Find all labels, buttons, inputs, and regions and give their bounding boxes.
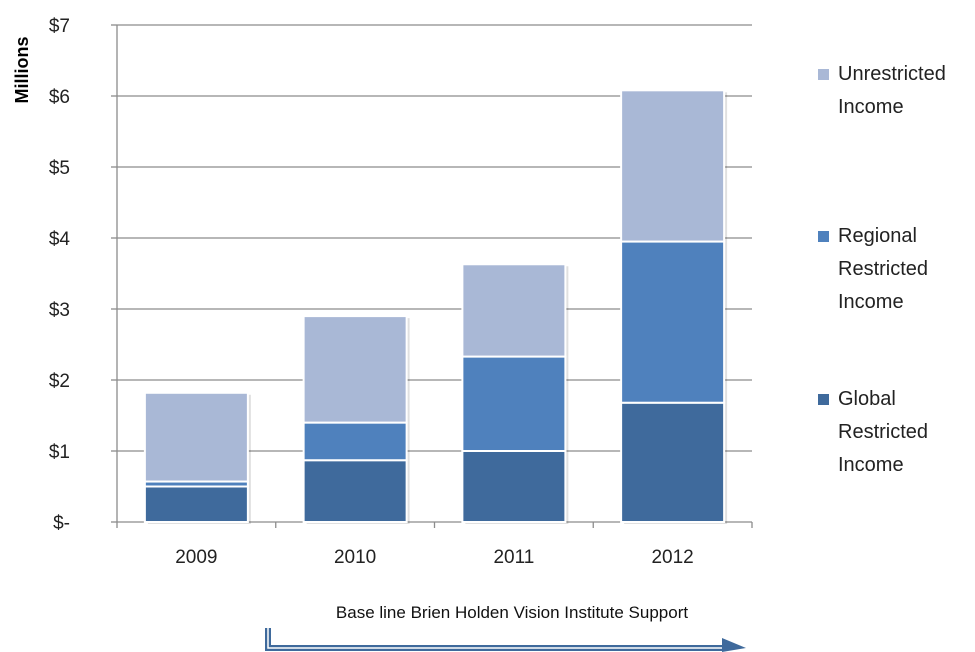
bars bbox=[143, 89, 728, 524]
bar-segment-2011-2 bbox=[461, 263, 567, 358]
annotation: Base line Brien Holden Vision Institute … bbox=[265, 603, 746, 652]
y-tick-labels: $- $1 $2 $3 $4 $5 $6 $7 bbox=[49, 16, 71, 534]
y-tick-label: $1 bbox=[49, 442, 70, 463]
legend-swatch bbox=[818, 231, 829, 242]
bar-segment-2012-1 bbox=[620, 240, 726, 404]
x-tick-label: 2011 bbox=[493, 547, 534, 568]
legend-swatch bbox=[818, 69, 829, 80]
y-tick-label: $5 bbox=[49, 158, 70, 179]
y-tick-label: $3 bbox=[49, 300, 70, 321]
annotation-arrow-highlight bbox=[267, 628, 724, 649]
y-tick-label: $- bbox=[53, 513, 70, 534]
bar-segment-2010-1 bbox=[302, 421, 408, 462]
bar-segment-2011-1 bbox=[461, 355, 567, 453]
bar-segment-2009-0 bbox=[143, 485, 249, 523]
annotation-arrow-head bbox=[722, 638, 746, 652]
legend: Unrestricted Income Regional Restricted Inco… bbox=[818, 63, 946, 476]
legend-label: Regional Restricted Income bbox=[838, 225, 928, 313]
bar-segment-2009-2 bbox=[143, 391, 249, 483]
y-tick-label: $4 bbox=[49, 229, 71, 250]
x-tick-labels: 2009 2010 2011 2012 bbox=[175, 547, 694, 568]
bar-segment-2010-0 bbox=[302, 459, 408, 524]
y-tick-label: $6 bbox=[49, 87, 70, 108]
y-tick-label: $2 bbox=[49, 371, 70, 392]
x-tick-label: 2012 bbox=[651, 547, 693, 568]
x-tick-label: 2009 bbox=[175, 547, 217, 568]
annotation-arrow-line bbox=[265, 628, 724, 651]
legend-label: Unrestricted Income bbox=[838, 63, 946, 118]
gridlines bbox=[117, 24, 752, 452]
legend-label: Global Restricted Income bbox=[838, 388, 928, 476]
bar-segment-2011-0 bbox=[461, 450, 567, 523]
bar-segment-2012-2 bbox=[620, 89, 726, 243]
annotation-text: Base line Brien Holden Vision Institute … bbox=[336, 603, 688, 622]
y-tick-label: $7 bbox=[49, 16, 70, 37]
legend-swatch bbox=[818, 394, 829, 405]
bar-segment-2012-0 bbox=[620, 401, 726, 523]
y-axis-label: Millions bbox=[12, 37, 32, 104]
bar-segment-2010-2 bbox=[302, 315, 408, 424]
x-tick-label: 2010 bbox=[334, 547, 376, 568]
